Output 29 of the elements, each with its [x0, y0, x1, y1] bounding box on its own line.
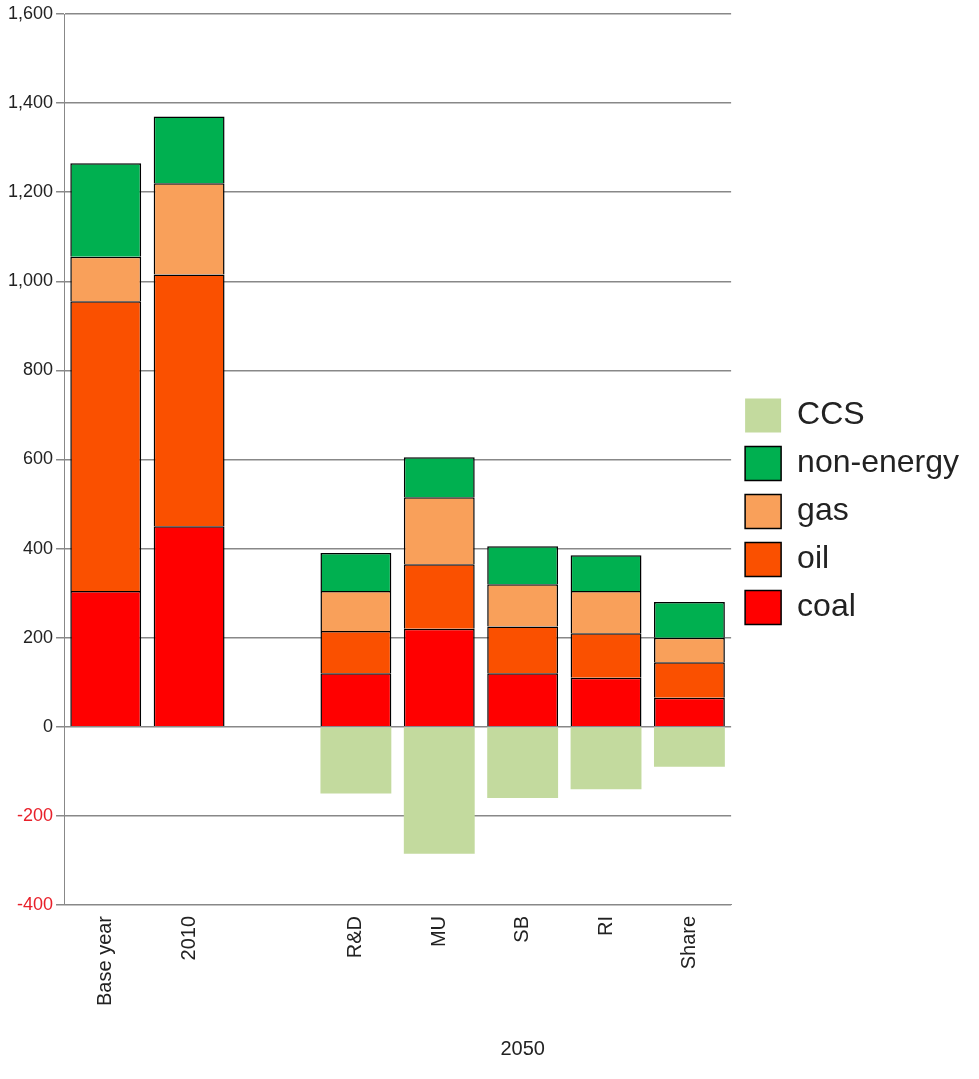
x-tick-label: 2010	[176, 915, 199, 961]
y-tick-label: 400	[23, 537, 54, 558]
x-tick-label: RI	[593, 915, 616, 936]
y-tick-label: -400	[17, 893, 54, 914]
text: 2050	[500, 1036, 545, 1059]
y-tick-label: 1,400	[8, 92, 54, 113]
y-tick-label: 1,600	[8, 2, 54, 23]
x-tick-label: SB	[510, 915, 533, 943]
y-tick-label: 1,200	[8, 181, 54, 202]
y-tick-label: 1,000	[8, 270, 54, 291]
legend-label: oil	[797, 539, 830, 576]
x-tick-label: R&D	[343, 915, 366, 959]
x-tick-label: Share	[676, 915, 699, 970]
x-tick-label: MU	[426, 915, 449, 948]
y-tick-label: 200	[23, 626, 54, 647]
bar	[653, 727, 725, 767]
legend-label: CCS	[797, 395, 865, 432]
y-tick-label: 800	[23, 359, 54, 380]
x-tick-label: Base year	[93, 915, 116, 1007]
legend-label: gas	[797, 491, 849, 528]
legend-label: non-energy	[797, 443, 959, 480]
y-tick-label: -200	[17, 804, 54, 825]
bar	[570, 727, 642, 790]
y-tick-label: 0	[43, 715, 54, 736]
legend-label: coal	[797, 587, 856, 624]
bar	[320, 727, 392, 794]
y-tick-label: 600	[23, 448, 54, 469]
bar	[487, 727, 559, 799]
bar	[403, 727, 475, 854]
